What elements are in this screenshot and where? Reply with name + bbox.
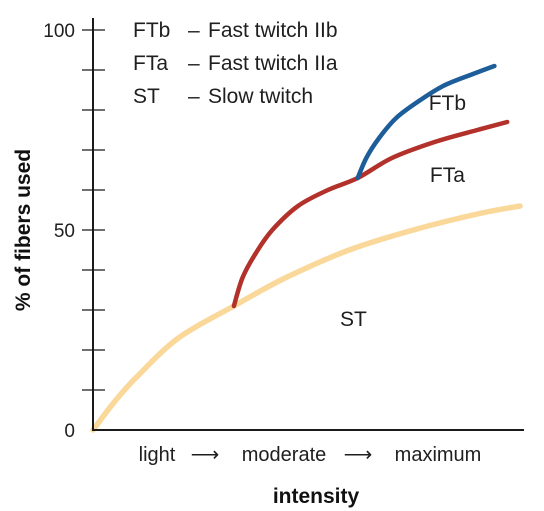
x-axis-categories: light ⟶ moderate ⟶ maximum [139, 444, 482, 466]
legend-description: Fast twitch IIa [208, 52, 338, 75]
series-line-fta [231, 119, 510, 309]
y-tick-label: 0 [64, 421, 75, 442]
legend-abbr: ST [133, 85, 160, 108]
x-category-maximum: maximum [395, 444, 482, 466]
x-category-light: light [139, 444, 176, 466]
series-lines [90, 63, 523, 433]
legend-dash: – [188, 85, 200, 108]
legend-dash: – [188, 19, 200, 42]
x-axis-title: intensity [273, 485, 360, 508]
legend-description: Fast twitch IIb [208, 19, 338, 42]
y-axis-title: % of fibers used [12, 149, 35, 311]
y-tick-label: 50 [54, 221, 75, 242]
legend-description: Slow twitch [208, 85, 313, 108]
legend-dash: – [188, 52, 200, 75]
x-arrow-glyph: ⟶ [191, 444, 220, 466]
x-arrow-glyph: ⟶ [344, 444, 373, 466]
y-tick-label: 100 [43, 21, 75, 42]
legend-abbr: FTa [133, 52, 168, 75]
legend-abbr: FTb [133, 19, 170, 42]
y-axis-ticks: 0 50 100 [43, 21, 105, 442]
curve-label-st: ST [340, 308, 367, 331]
curve-label-fta: FTa [430, 164, 465, 187]
series-line-st [90, 203, 523, 433]
curve-labels: FTb FTa ST [340, 92, 466, 331]
x-category-moderate: moderate [242, 444, 327, 466]
series-line-ftb [355, 63, 497, 181]
axes [92, 18, 524, 431]
curve-label-ftb: FTb [429, 92, 466, 115]
